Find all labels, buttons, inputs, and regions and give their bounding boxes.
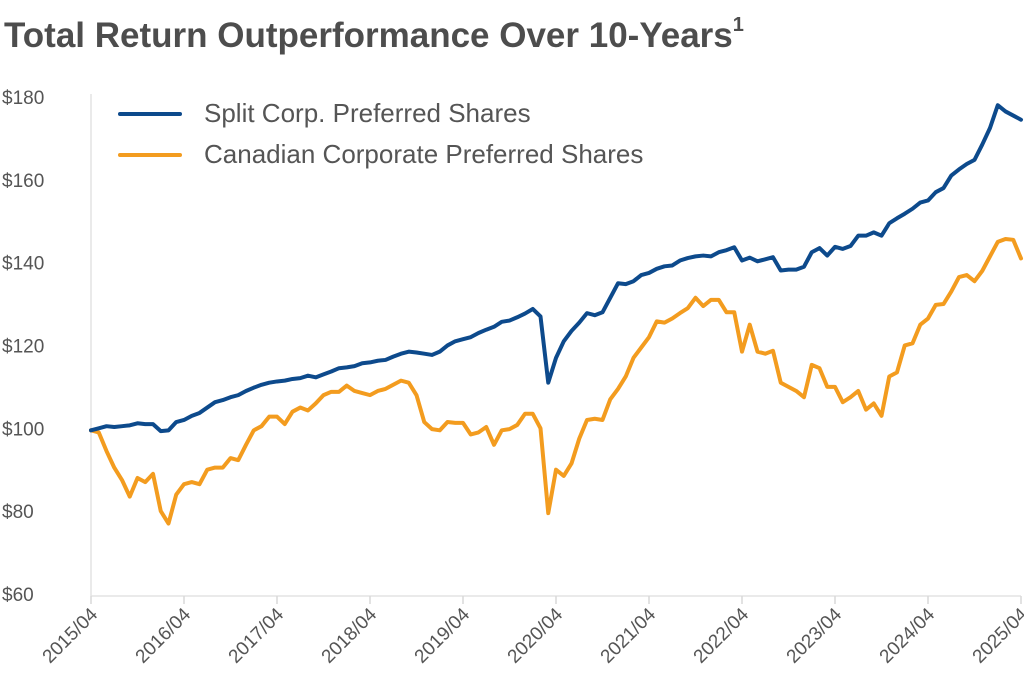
- x-tick-label: 2022/04: [690, 604, 754, 668]
- legend-label: Canadian Corporate Preferred Shares: [204, 139, 643, 169]
- x-tick-label: 2015/04: [39, 604, 103, 668]
- x-tick-label: 2021/04: [597, 604, 661, 668]
- y-tick-label: $60: [2, 585, 34, 606]
- legend-label: Split Corp. Preferred Shares: [204, 98, 531, 128]
- y-tick-label: $180: [2, 88, 44, 109]
- x-tick-label: 2023/04: [783, 604, 847, 668]
- x-tick-label: 2019/04: [411, 604, 475, 668]
- x-tick-label: 2025/04: [969, 604, 1024, 668]
- chart-title: Total Return Outperformance Over 10-Year…: [4, 14, 744, 55]
- y-tick-label: $140: [2, 254, 44, 275]
- x-tick-label: 2017/04: [225, 604, 289, 668]
- y-tick-label: $100: [2, 419, 44, 440]
- series-line: [89, 103, 1023, 434]
- x-tick-label: 2020/04: [504, 604, 568, 668]
- x-tick-label: 2024/04: [876, 604, 940, 668]
- y-tick-label: $80: [2, 502, 34, 523]
- y-tick-label: $160: [2, 171, 44, 192]
- series-line: [89, 236, 1023, 526]
- title-note: 1: [733, 14, 744, 36]
- x-tick-label: 2018/04: [318, 604, 382, 668]
- y-tick-label: $120: [2, 337, 44, 358]
- x-tick-label: 2016/04: [132, 604, 196, 668]
- title-text: Total Return Outperformance Over 10-Year…: [4, 16, 733, 55]
